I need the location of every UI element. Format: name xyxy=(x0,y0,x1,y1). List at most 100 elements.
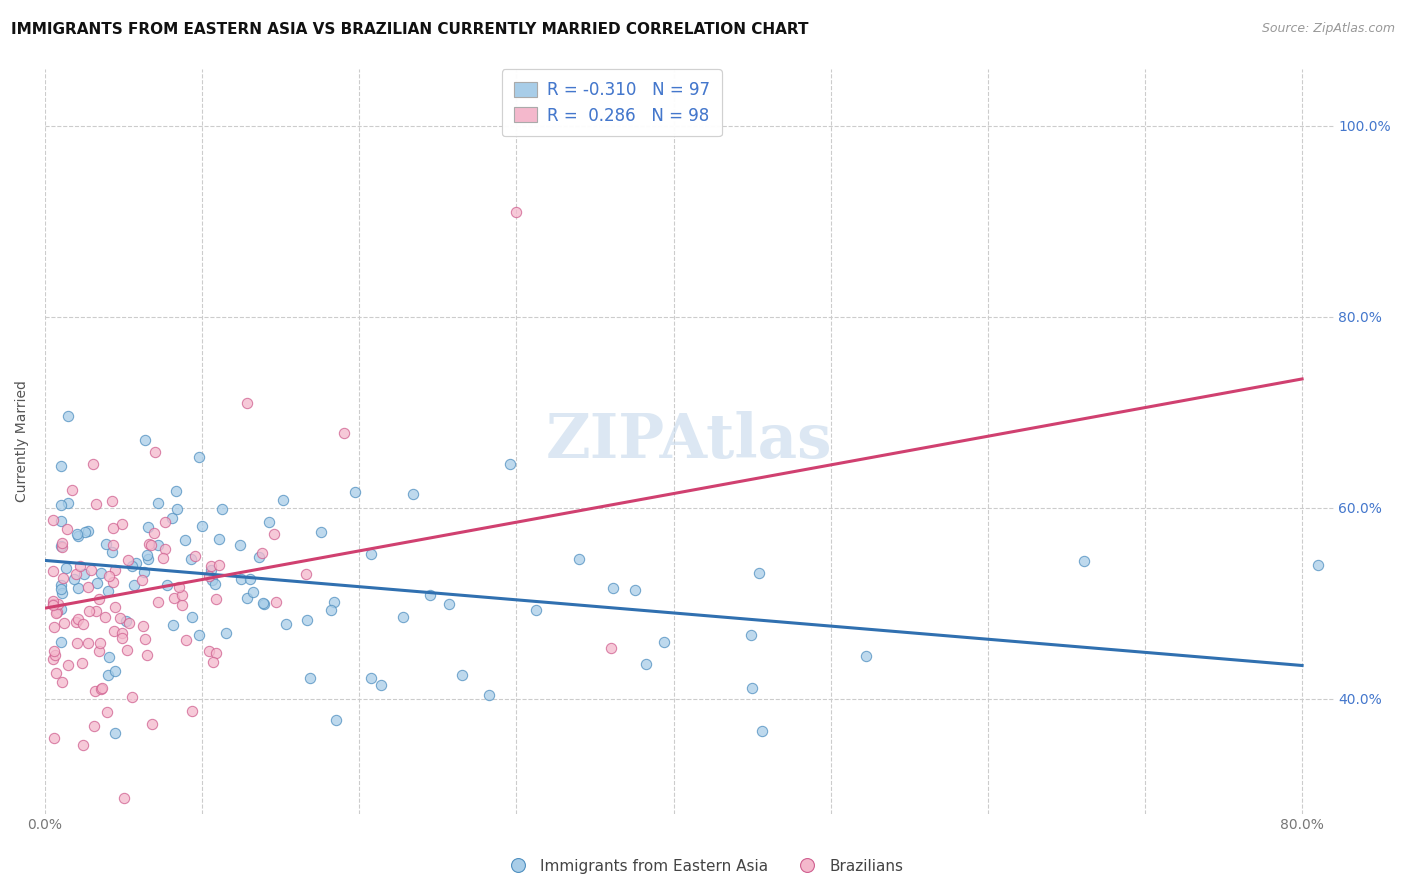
Point xyxy=(181,610,204,624)
Point xyxy=(77,524,100,538)
Point xyxy=(242,585,264,599)
Point xyxy=(49,458,72,473)
Point xyxy=(42,593,65,607)
Point xyxy=(72,739,94,753)
Y-axis label: Currently Married: Currently Married xyxy=(15,380,30,502)
Point xyxy=(748,566,770,580)
Point xyxy=(66,611,89,625)
Point xyxy=(652,634,675,648)
Point xyxy=(101,520,124,534)
Point xyxy=(276,616,298,631)
Point xyxy=(69,559,91,574)
Point xyxy=(321,603,343,617)
Point xyxy=(201,655,224,669)
Point xyxy=(89,644,111,658)
Point xyxy=(56,496,79,510)
Point xyxy=(141,538,163,552)
Point xyxy=(84,604,107,618)
Point xyxy=(439,597,461,611)
Point xyxy=(101,545,124,559)
Point xyxy=(77,604,100,618)
Point xyxy=(200,563,222,577)
Point xyxy=(89,591,111,606)
Point xyxy=(264,595,287,609)
Point xyxy=(855,648,877,663)
Point xyxy=(451,668,474,682)
Point xyxy=(134,434,156,448)
Point xyxy=(86,497,108,511)
Point xyxy=(197,569,219,583)
Point xyxy=(83,719,105,733)
Point xyxy=(48,597,70,611)
Point xyxy=(211,502,233,516)
Point xyxy=(101,494,124,508)
Point xyxy=(55,561,77,575)
Point xyxy=(94,609,117,624)
Point xyxy=(42,644,65,658)
Point xyxy=(104,664,127,678)
Point xyxy=(163,591,186,605)
Point xyxy=(104,563,127,577)
Point xyxy=(208,533,231,547)
Point xyxy=(184,549,207,563)
Point xyxy=(205,646,228,660)
Point xyxy=(623,583,645,598)
Point xyxy=(295,566,318,581)
Point xyxy=(741,681,763,695)
Point xyxy=(56,657,79,672)
Text: Source: ZipAtlas.com: Source: ZipAtlas.com xyxy=(1261,22,1395,36)
Point xyxy=(333,426,356,441)
Point xyxy=(103,538,125,552)
Point xyxy=(42,597,65,611)
Point xyxy=(634,657,657,672)
Point xyxy=(204,591,226,606)
Point xyxy=(131,619,153,633)
Point xyxy=(1306,558,1329,572)
Point xyxy=(63,572,86,586)
Point xyxy=(138,537,160,551)
Point xyxy=(52,572,75,586)
Point xyxy=(524,603,547,617)
Point xyxy=(42,599,65,613)
Point xyxy=(66,581,89,595)
Point xyxy=(65,615,87,630)
Point xyxy=(600,640,623,655)
Point xyxy=(66,526,89,541)
Point xyxy=(143,444,166,458)
Point xyxy=(166,502,188,516)
Point xyxy=(72,566,94,581)
Point xyxy=(180,551,202,566)
Point xyxy=(201,574,224,588)
Point xyxy=(136,520,159,534)
Point xyxy=(97,583,120,598)
Point xyxy=(131,574,153,588)
Point xyxy=(49,514,72,528)
Point xyxy=(740,627,762,641)
Point xyxy=(122,578,145,592)
Point xyxy=(322,595,344,609)
Point xyxy=(67,529,90,543)
Point xyxy=(370,677,392,691)
Point xyxy=(215,626,238,640)
Point xyxy=(90,566,112,581)
Point xyxy=(42,651,65,665)
Point xyxy=(136,648,159,662)
Point xyxy=(200,559,222,574)
Point xyxy=(174,632,197,647)
Point xyxy=(42,620,65,634)
Point xyxy=(325,713,347,727)
Point xyxy=(298,671,321,685)
Point xyxy=(360,671,382,685)
Point xyxy=(252,596,274,610)
Point xyxy=(90,681,112,696)
Point xyxy=(51,586,73,600)
Point xyxy=(259,515,281,529)
Point xyxy=(72,616,94,631)
Point xyxy=(45,666,67,681)
Point xyxy=(51,540,73,554)
Point xyxy=(142,525,165,540)
Point xyxy=(167,580,190,594)
Point xyxy=(146,538,169,552)
Point xyxy=(65,567,87,582)
Point xyxy=(45,606,67,620)
